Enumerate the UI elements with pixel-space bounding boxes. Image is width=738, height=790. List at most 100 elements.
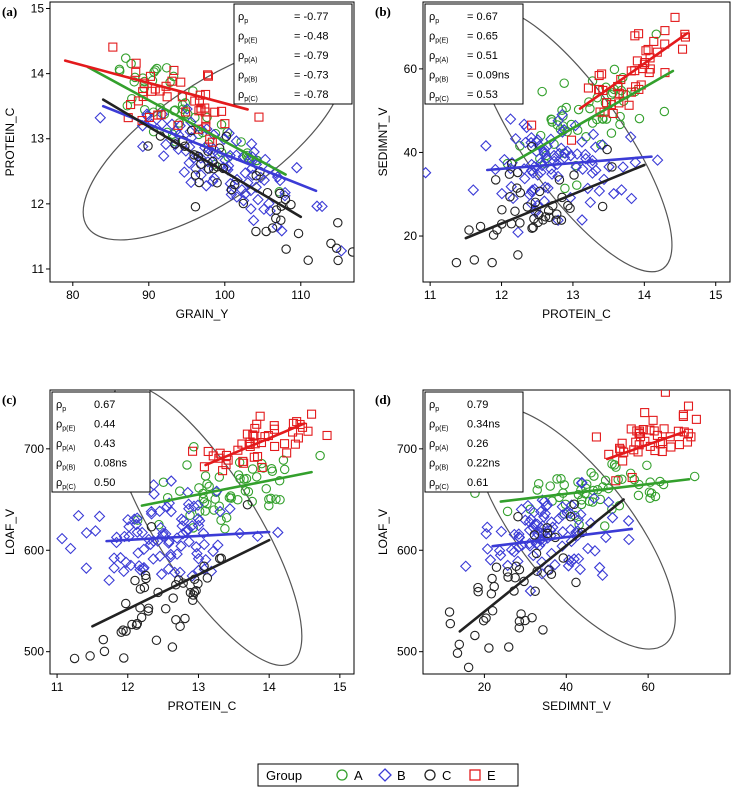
point-b-b	[570, 161, 582, 173]
point-b-b	[571, 148, 583, 160]
point-b-b	[576, 214, 588, 226]
x-tick-label-c: 15	[333, 680, 347, 694]
point-a-c	[220, 524, 230, 534]
point-b-d	[495, 525, 508, 538]
y-axis-label-c: LOAF_V	[3, 509, 17, 555]
point-a-c	[214, 472, 225, 482]
point-a-b	[634, 113, 645, 124]
point-c-b	[475, 221, 486, 232]
point-c-c	[160, 603, 171, 614]
point-e-d	[660, 390, 670, 397]
point-b-b	[535, 156, 548, 169]
point-e-b	[616, 74, 626, 85]
point-e-d	[618, 456, 628, 466]
stat-value-a: = -0.79	[294, 50, 329, 62]
x-tick-label-a: 110	[291, 288, 310, 302]
point-b-b	[586, 154, 599, 167]
point-a-c	[247, 464, 258, 474]
point-e-d	[640, 408, 650, 418]
plot-content-a	[63, 42, 354, 266]
fit-line-e-a	[63, 59, 249, 111]
point-b-b	[542, 182, 554, 194]
y-axis-label-a: PROTEIN_C	[3, 107, 17, 176]
point-c-d	[478, 615, 489, 626]
point-e-a	[162, 92, 172, 102]
point-b-d	[527, 549, 540, 562]
point-b-a	[335, 245, 348, 257]
point-c-b	[530, 197, 541, 208]
point-c-b	[563, 200, 573, 211]
point-c-c	[168, 593, 178, 603]
point-c-d	[470, 630, 480, 641]
point-b-b	[598, 173, 610, 186]
x-tick-label-c: 11	[51, 680, 64, 694]
fit-line-b-c	[105, 530, 271, 543]
point-b-b	[538, 146, 550, 158]
point-c-d	[538, 625, 548, 635]
point-a-d	[600, 475, 611, 486]
point-c-b	[540, 212, 551, 222]
point-c-c	[132, 618, 143, 629]
x-tick-label-a: 90	[142, 288, 156, 302]
point-c-a	[229, 179, 240, 190]
point-b-c	[80, 562, 93, 574]
point-e-d	[691, 414, 701, 424]
point-c-c	[143, 606, 154, 616]
stat-value-c: 0.08ns	[94, 458, 128, 470]
point-c-b	[569, 170, 579, 180]
point-c-c	[135, 584, 146, 594]
point-b-a	[239, 167, 252, 179]
point-c-d	[571, 577, 581, 588]
panel-tag-d: (d)	[375, 392, 391, 407]
stat-value-b: = 0.09ns	[467, 70, 510, 82]
point-b-d	[600, 531, 612, 544]
point-e-a	[203, 71, 213, 81]
point-a-a	[161, 63, 172, 73]
point-c-d	[514, 564, 525, 575]
point-b-c	[131, 512, 143, 524]
point-b-d	[596, 569, 609, 582]
point-e-a	[203, 70, 213, 80]
legend-label-b: B	[397, 768, 406, 783]
point-c-a	[221, 131, 232, 142]
point-a-d	[576, 495, 587, 505]
y-tick-label-d: 700	[397, 442, 417, 456]
point-e-a	[131, 58, 141, 68]
point-c-b	[487, 257, 497, 268]
point-a-d	[589, 471, 599, 481]
point-b-a	[224, 177, 237, 190]
stat-label-b: ρp	[429, 11, 439, 25]
legend-item-b: B	[378, 768, 406, 783]
point-b-c	[118, 530, 131, 543]
point-e-c	[282, 448, 292, 458]
point-b-b	[593, 185, 606, 197]
point-c-c	[127, 619, 137, 630]
point-b-d	[563, 554, 575, 566]
point-e-d	[678, 411, 688, 421]
point-b-d	[552, 513, 565, 525]
panel-tag-b: (b)	[375, 4, 391, 19]
point-e-b	[641, 46, 651, 56]
point-b-a	[231, 191, 243, 203]
point-e-c	[270, 441, 280, 452]
y-tick-label-a: 11	[32, 262, 45, 276]
point-b-b	[526, 184, 539, 196]
point-c-d	[513, 511, 523, 522]
point-c-b	[551, 215, 561, 226]
point-b-d	[529, 518, 541, 530]
legend-marker-a-icon	[336, 769, 348, 781]
point-c-a	[190, 170, 201, 180]
point-c-b	[597, 201, 608, 212]
point-c-d	[558, 553, 569, 563]
y-axis-label-d: LOAF_V	[376, 509, 390, 555]
x-tick-label-b: 11	[424, 288, 437, 302]
point-b-c	[148, 488, 160, 500]
stat-value-b: = 0.53	[467, 89, 498, 101]
point-e-a	[176, 77, 186, 87]
point-b-c	[207, 545, 219, 558]
point-a-d	[586, 468, 596, 478]
point-e-c	[253, 452, 263, 462]
point-e-c	[238, 456, 248, 466]
